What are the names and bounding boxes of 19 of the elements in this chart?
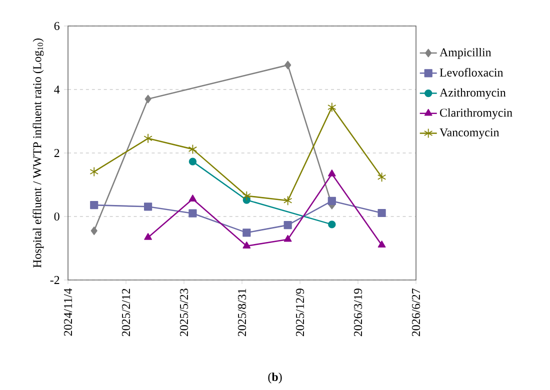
text: (b) [268, 372, 282, 384]
y-axis-title: Hospital effluent / WWTP influent ratio (Log$_{10}$) [32, 38, 44, 268]
y-tick-label: 4 [54, 86, 60, 94]
y-tick-label: 6 [54, 22, 60, 30]
x-tick-label: 2024/11/4 [64, 288, 72, 336]
x-tick-label: 2026/6/27 [412, 288, 420, 336]
legend-label: Clarithromycin [440, 108, 512, 120]
x-tick-label: 2025/2/12 [122, 288, 130, 336]
legend-label: Levofloxacin [440, 68, 504, 77]
x-tick-label: 2026/3/19 [354, 288, 362, 336]
y-tick-label: 2 [54, 149, 60, 157]
y-tick-label: 0 [54, 212, 60, 221]
x-tick-label: 2025/5/23 [180, 288, 188, 336]
legend-label: Vancomycin [440, 128, 500, 139]
x-tick-label: 2025/12/9 [296, 288, 304, 336]
legend-label: Azithromycin [440, 88, 506, 100]
legend-label: Ampicillin [440, 48, 492, 59]
x-tick-label: 2025/8/31 [238, 288, 246, 336]
y-tick-label: -2 [50, 276, 60, 284]
